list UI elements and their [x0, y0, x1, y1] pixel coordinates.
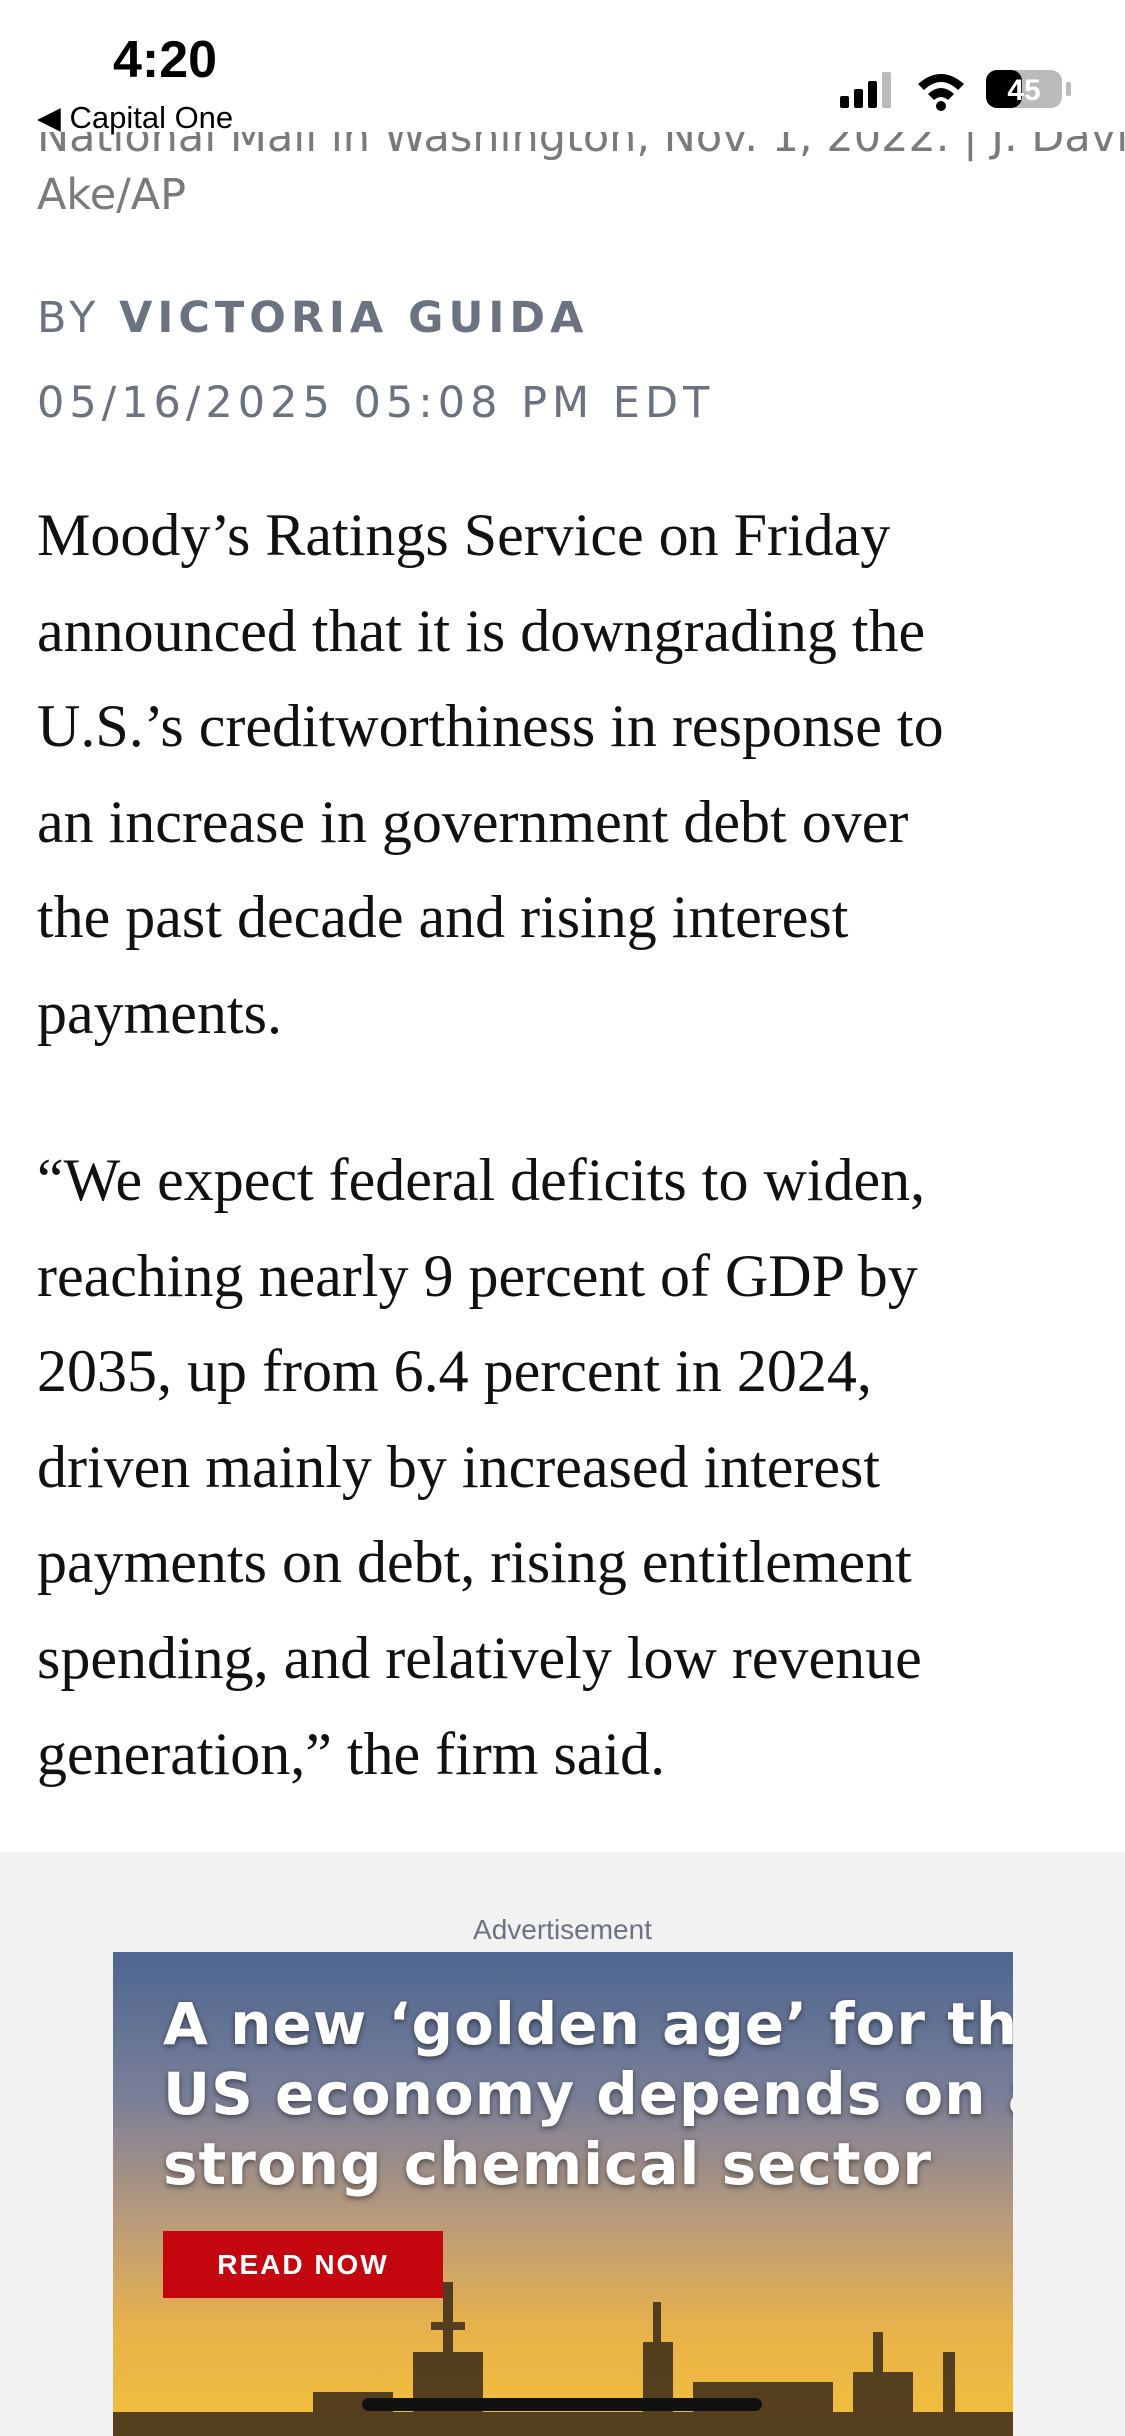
ad-headline-line: US economy depends on a	[163, 2060, 1013, 2128]
paragraph-line: driven mainly by increased interest	[37, 1433, 881, 1500]
status-bar: 4:20 ◀ Capital One 45	[0, 0, 1125, 135]
dateline: 05/16/2025 05:08 PM EDT	[37, 378, 715, 428]
paragraph-line: “We expect federal deficits to widen,	[37, 1147, 926, 1213]
ad-illustration	[113, 2282, 1013, 2436]
back-arrow: ◀	[37, 100, 70, 135]
paragraph-line: spending, and relatively low revenue	[37, 1625, 922, 1691]
ad-label: Advertisement	[473, 1914, 652, 1945]
back-label: Capital One	[69, 100, 234, 135]
byline-prefix: BY	[37, 293, 101, 343]
paragraph-line: the past decade and rising interest	[37, 884, 849, 951]
paragraph-line: reaching nearly 9 percent of GDP by	[37, 1242, 918, 1309]
paragraph-line: payments.	[37, 980, 282, 1046]
status-icons: 45	[840, 70, 1071, 111]
ad-banner[interactable]: READ NOW A new ‘golden age’ for the US ec…	[113, 1952, 1013, 2436]
ad-button-label: READ NOW	[217, 2249, 389, 2280]
ad-headline-line: strong chemical sector	[163, 2130, 933, 2198]
back-link[interactable]: ◀ Capital One	[37, 100, 233, 136]
paragraph-line: U.S.’s creditworthiness in response to	[37, 693, 944, 760]
paragraph-line: generation,” the firm said.	[37, 1720, 666, 1787]
paragraph-line: an increase in government debt over	[37, 788, 909, 855]
paragraph-line: announced that it is downgrading the	[37, 597, 926, 664]
photo-caption: Ake/AP	[37, 170, 187, 220]
home-indicator	[362, 2398, 762, 2411]
author[interactable]: VICTORIA GUIDA	[119, 293, 589, 343]
paragraph-line: Moody’s Ratings Service on Friday	[37, 502, 891, 568]
byline: BY VICTORIA GUIDA	[37, 293, 588, 343]
clock: 4:20	[113, 31, 218, 89]
paragraph-line: payments on debt, rising entitlement	[37, 1529, 912, 1596]
battery-level: 45	[1007, 74, 1040, 107]
ad-headline-line: A new ‘golden age’ for the	[163, 1990, 1013, 2058]
paragraph-line: 2035, up from 6.4 percent in 2024,	[37, 1338, 872, 1405]
ad-button[interactable]: READ NOW	[163, 2231, 443, 2298]
